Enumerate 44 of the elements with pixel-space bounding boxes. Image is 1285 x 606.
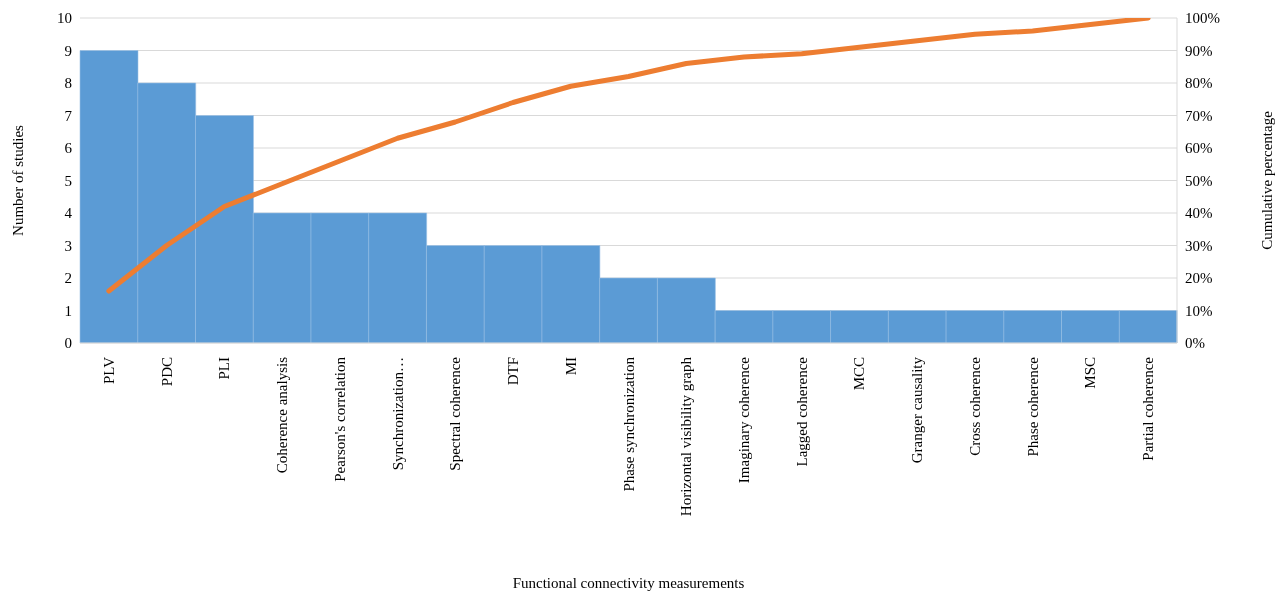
y2-axis-title: Cumulative percentage <box>1259 110 1276 250</box>
y2-tick-label: 70% <box>1185 107 1213 124</box>
x-tick-label: PLV <box>100 356 117 384</box>
y-axis-title: Number of studies <box>10 124 27 236</box>
x-tick-label: MI <box>562 357 579 376</box>
x-tick-label: Cross coherence <box>966 356 983 456</box>
x-tick-label: DTF <box>505 357 522 386</box>
x-tick-label: Synchronization… <box>389 357 406 471</box>
y-tick-label: 8 <box>64 75 72 92</box>
x-tick-label: Coherence analysis <box>274 356 291 474</box>
y-tick-label: 7 <box>64 107 73 124</box>
x-tick-label: Phase synchronization <box>620 356 637 492</box>
y2-tick-label: 90% <box>1185 42 1213 59</box>
y2-tick-label: 20% <box>1185 270 1213 287</box>
x-tick-label: PLI <box>216 357 233 380</box>
x-tick-label: Pearson's correlation <box>331 356 348 482</box>
y-tick-label: 6 <box>64 140 73 157</box>
y-tick-label: 5 <box>64 172 72 189</box>
y-tick-label: 10 <box>57 10 72 27</box>
x-tick-label: PDC <box>158 357 175 387</box>
y-tick-label: 0 <box>64 335 72 352</box>
y-tick-label: 9 <box>64 42 72 59</box>
y2-tick-label: 50% <box>1185 172 1213 189</box>
y-tick-label: 4 <box>64 205 73 222</box>
y-tick-label: 1 <box>64 302 72 319</box>
y2-tick-label: 60% <box>1185 140 1213 157</box>
x-tick-label: MSC <box>1082 357 1099 389</box>
y2-tick-label: 10% <box>1185 302 1213 319</box>
x-axis-title: Functional connectivity measurements <box>512 575 745 591</box>
y2-tick-label: 30% <box>1185 237 1213 254</box>
x-tick-label: Phase coherence <box>1024 356 1041 457</box>
x-tick-label: Lagged coherence <box>793 356 810 467</box>
y2-tick-label: 100% <box>1185 10 1220 27</box>
x-tick-label: Spectral coherence <box>447 356 464 471</box>
x-tick-label: MCC <box>851 357 868 391</box>
y2-tick-label: 40% <box>1185 205 1213 222</box>
y2-tick-label: 0% <box>1185 335 1205 352</box>
x-tick-label: Partial coherence <box>1140 356 1157 461</box>
x-tick-label: Horizontal visibility graph <box>678 356 695 517</box>
x-tick-label: Granger causality <box>909 356 926 464</box>
x-tick-label: Imaginary coherence <box>735 356 752 484</box>
y2-tick-label: 80% <box>1185 75 1213 92</box>
y-tick-label: 3 <box>64 237 72 254</box>
y-tick-label: 2 <box>64 270 72 287</box>
